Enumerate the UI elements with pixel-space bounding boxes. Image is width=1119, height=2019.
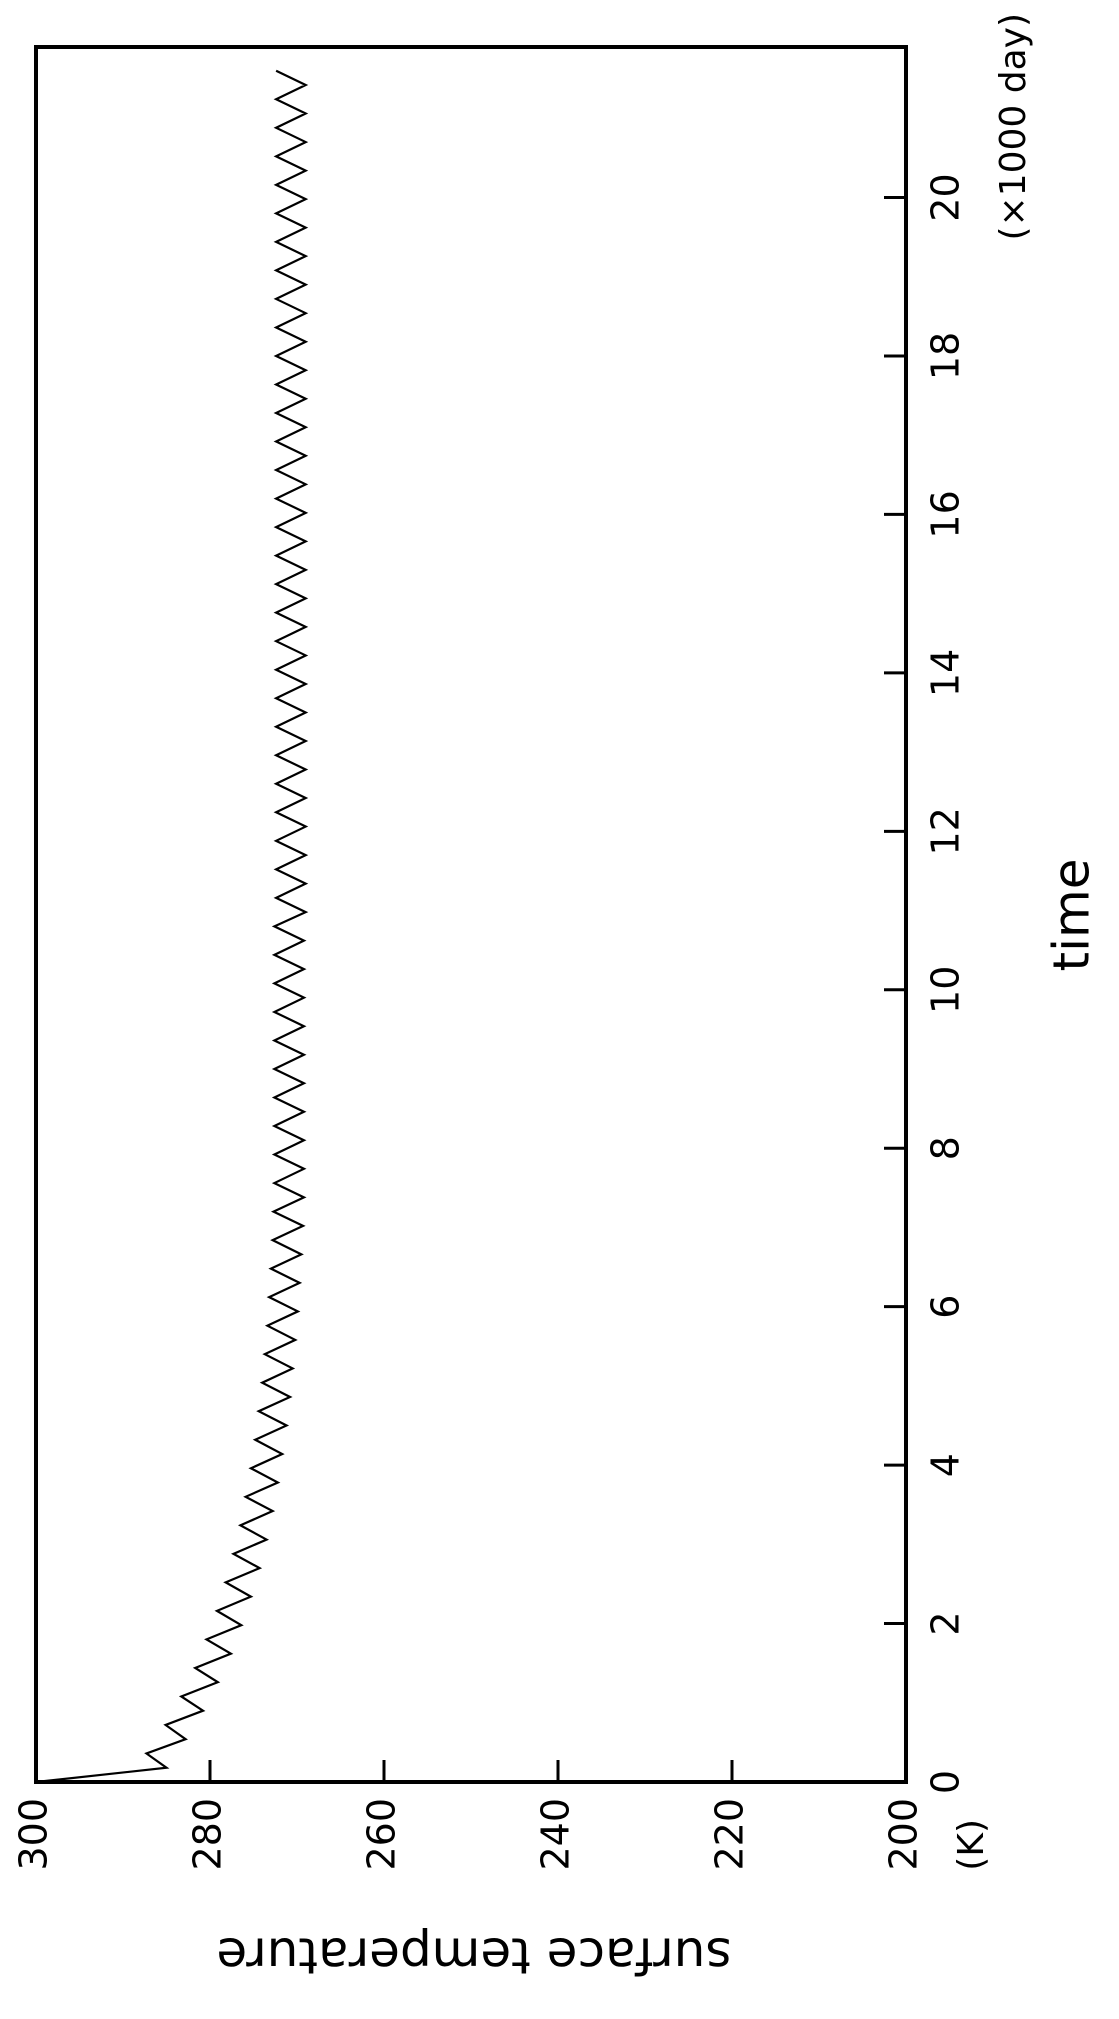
x-axis-label: time: [1043, 859, 1101, 972]
y-tick-label: 220: [708, 1798, 752, 1871]
x-tick-label: 10: [924, 966, 968, 1014]
y-tick-label: 200: [882, 1798, 926, 1871]
y-axis-label: surface temperature: [217, 1927, 732, 1985]
y-tick-label: 260: [360, 1798, 404, 1871]
y-tick-label: 300: [12, 1798, 56, 1871]
y-tick-label: 240: [534, 1798, 578, 1871]
x-tick-label: 14: [924, 649, 968, 697]
x-tick-label: 0: [924, 1770, 968, 1794]
x-tick-label: 12: [924, 807, 968, 855]
x-tick-label: 6: [924, 1295, 968, 1319]
y-tick-label: 280: [186, 1798, 230, 1871]
x-tick-label: 20: [924, 173, 968, 221]
x-axis-unit: (×1000 day): [993, 13, 1034, 241]
x-tick-label: 4: [924, 1453, 968, 1477]
data-line: [35, 69, 309, 1784]
rotated-plot: time (×1000 day) surface temperature (K)…: [12, 13, 1101, 1985]
plot-frame: [34, 45, 908, 1784]
x-tick-label: 2: [924, 1611, 968, 1635]
x-tick-label: 18: [924, 332, 968, 380]
y-axis-unit: (K): [951, 1819, 992, 1871]
x-tick-label: 8: [924, 1136, 968, 1160]
x-tick-label: 16: [924, 490, 968, 538]
